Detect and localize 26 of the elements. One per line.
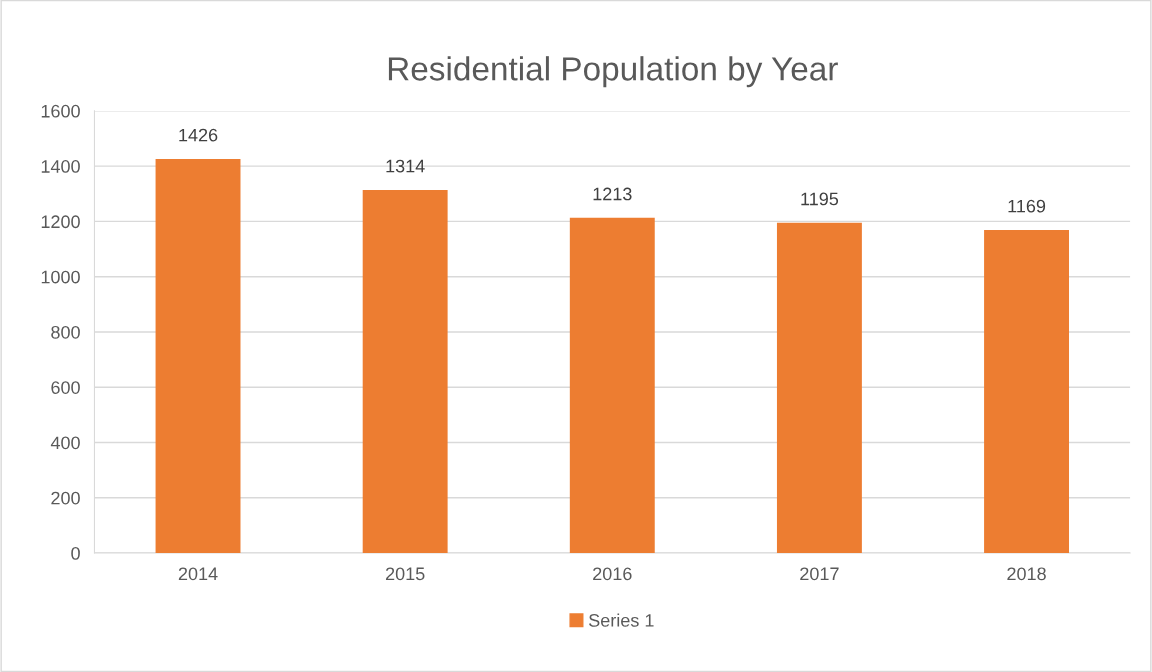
bar: [155, 158, 241, 554]
x-tick-label: 2015: [385, 567, 425, 581]
y-tick-label: 600: [51, 381, 80, 394]
y-tick-label: 0: [71, 546, 80, 560]
y-tick-label: 400: [50, 436, 80, 450]
data-label: 1195: [801, 192, 839, 206]
data-label: 1213: [593, 187, 632, 201]
bar: [984, 229, 1070, 554]
chart-title: Residential Population by Year: [388, 56, 838, 88]
y-tick-label: 1400: [41, 160, 80, 173]
bar: [569, 217, 655, 554]
bar: [362, 189, 448, 554]
x-tick-label: 2018: [1007, 567, 1046, 581]
bar: [776, 222, 862, 554]
x-tick-label: 2017: [800, 567, 839, 581]
x-tick-label: 2016: [593, 567, 632, 581]
y-tick-label: 800: [51, 325, 80, 339]
y-tick-label: 1600: [41, 104, 80, 118]
y-tick-label: 1200: [41, 215, 80, 229]
x-tick-label: 2014: [178, 567, 218, 581]
legend-label: Series 1: [589, 613, 654, 627]
data-label: 1426: [179, 128, 218, 142]
data-label: 1314: [386, 159, 425, 173]
data-label: 1169: [1008, 199, 1046, 213]
y-tick-label: 1000: [41, 270, 80, 284]
y-tick-label: 200: [51, 491, 80, 505]
